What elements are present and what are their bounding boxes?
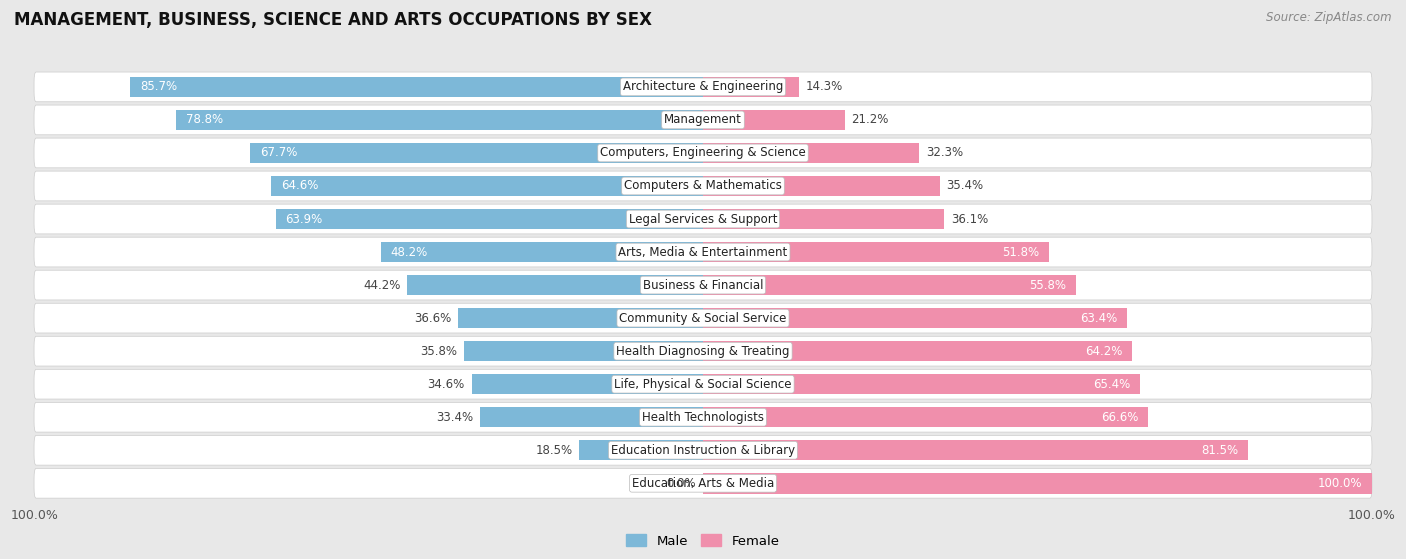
FancyBboxPatch shape [34, 402, 1372, 432]
Text: 81.5%: 81.5% [1201, 444, 1239, 457]
Text: MANAGEMENT, BUSINESS, SCIENCE AND ARTS OCCUPATIONS BY SEX: MANAGEMENT, BUSINESS, SCIENCE AND ARTS O… [14, 11, 652, 29]
Text: Education, Arts & Media: Education, Arts & Media [631, 477, 775, 490]
Text: 66.6%: 66.6% [1101, 411, 1139, 424]
Text: 67.7%: 67.7% [260, 146, 298, 159]
FancyBboxPatch shape [34, 468, 1372, 498]
Text: 100.0%: 100.0% [1317, 477, 1362, 490]
Text: 64.6%: 64.6% [281, 179, 318, 192]
Text: Source: ZipAtlas.com: Source: ZipAtlas.com [1267, 11, 1392, 24]
Text: Life, Physical & Social Science: Life, Physical & Social Science [614, 378, 792, 391]
Bar [271, 176, 703, 196]
Bar [703, 407, 1149, 428]
Text: 32.3%: 32.3% [925, 146, 963, 159]
Text: Computers, Engineering & Science: Computers, Engineering & Science [600, 146, 806, 159]
Text: Business & Financial: Business & Financial [643, 278, 763, 292]
Text: Education Instruction & Library: Education Instruction & Library [612, 444, 794, 457]
Bar [703, 341, 1132, 361]
Text: 33.4%: 33.4% [436, 411, 472, 424]
Text: 35.4%: 35.4% [946, 179, 984, 192]
Bar [703, 440, 1249, 461]
Text: 21.2%: 21.2% [852, 113, 889, 126]
Text: Architecture & Engineering: Architecture & Engineering [623, 80, 783, 93]
Text: 55.8%: 55.8% [1029, 278, 1066, 292]
Text: 85.7%: 85.7% [139, 80, 177, 93]
Bar [703, 77, 799, 97]
Bar [381, 242, 703, 262]
Text: Community & Social Service: Community & Social Service [619, 311, 787, 325]
Bar [703, 242, 1049, 262]
FancyBboxPatch shape [34, 303, 1372, 333]
Bar [703, 275, 1076, 295]
Bar [276, 209, 703, 229]
Text: Health Diagnosing & Treating: Health Diagnosing & Treating [616, 345, 790, 358]
Bar [464, 341, 703, 361]
Bar [579, 440, 703, 461]
Bar [250, 143, 703, 163]
Bar [458, 308, 703, 328]
Text: 18.5%: 18.5% [536, 444, 572, 457]
Text: 48.2%: 48.2% [391, 245, 427, 259]
FancyBboxPatch shape [34, 138, 1372, 168]
Text: 44.2%: 44.2% [363, 278, 401, 292]
Text: 36.6%: 36.6% [415, 311, 451, 325]
FancyBboxPatch shape [34, 270, 1372, 300]
Bar [471, 374, 703, 395]
Bar [479, 407, 703, 428]
Bar [703, 209, 945, 229]
Text: Health Technologists: Health Technologists [643, 411, 763, 424]
Bar [703, 176, 939, 196]
FancyBboxPatch shape [34, 435, 1372, 465]
FancyBboxPatch shape [34, 72, 1372, 102]
Text: Computers & Mathematics: Computers & Mathematics [624, 179, 782, 192]
Text: Legal Services & Support: Legal Services & Support [628, 212, 778, 225]
Text: 63.9%: 63.9% [285, 212, 323, 225]
Bar [703, 110, 845, 130]
FancyBboxPatch shape [34, 171, 1372, 201]
Text: 34.6%: 34.6% [427, 378, 465, 391]
Text: Management: Management [664, 113, 742, 126]
Text: 51.8%: 51.8% [1002, 245, 1039, 259]
FancyBboxPatch shape [34, 204, 1372, 234]
Bar [703, 374, 1140, 395]
Bar [176, 110, 703, 130]
Bar [129, 77, 703, 97]
Text: 64.2%: 64.2% [1085, 345, 1122, 358]
Text: 0.0%: 0.0% [666, 477, 696, 490]
Text: 36.1%: 36.1% [950, 212, 988, 225]
FancyBboxPatch shape [34, 337, 1372, 366]
Bar [408, 275, 703, 295]
Text: 63.4%: 63.4% [1080, 311, 1116, 325]
Legend: Male, Female: Male, Female [621, 529, 785, 553]
Text: Arts, Media & Entertainment: Arts, Media & Entertainment [619, 245, 787, 259]
Text: 78.8%: 78.8% [186, 113, 224, 126]
FancyBboxPatch shape [34, 105, 1372, 135]
Text: 14.3%: 14.3% [806, 80, 842, 93]
Text: 65.4%: 65.4% [1092, 378, 1130, 391]
FancyBboxPatch shape [34, 369, 1372, 399]
Bar [703, 473, 1372, 494]
Bar [703, 143, 920, 163]
Bar [703, 308, 1128, 328]
Text: 35.8%: 35.8% [420, 345, 457, 358]
FancyBboxPatch shape [34, 237, 1372, 267]
